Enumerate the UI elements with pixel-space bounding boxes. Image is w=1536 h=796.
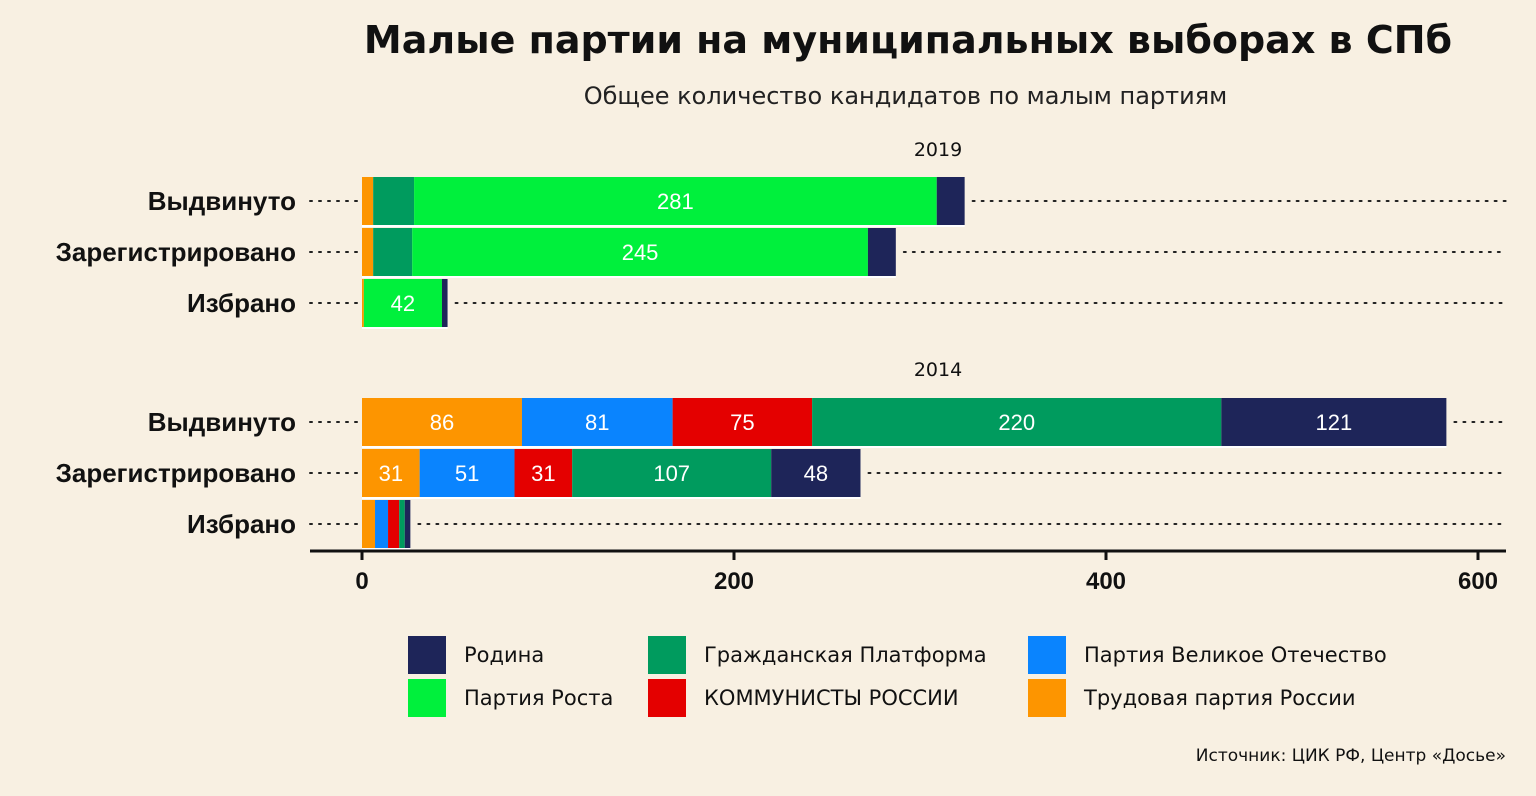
x-tick-label: 0 xyxy=(355,568,368,595)
bar-segment xyxy=(514,449,573,497)
x-tick-label: 400 xyxy=(1086,568,1126,595)
legend-swatch xyxy=(408,679,446,717)
legend-item: Партия Роста xyxy=(408,679,648,717)
bar-segment xyxy=(771,449,861,497)
bar-segment xyxy=(388,500,400,548)
legend-swatch xyxy=(1028,679,1066,717)
legend-item: Трудовая партия России xyxy=(1028,679,1458,717)
legend-label: Родина xyxy=(464,643,545,667)
bar-value-label: 220 xyxy=(998,410,1035,435)
category-label: Избрано xyxy=(187,509,296,539)
bar-value-label: 107 xyxy=(653,461,690,486)
bar-value-label: 281 xyxy=(657,189,694,214)
legend-swatch xyxy=(648,636,686,674)
x-tick-label: 600 xyxy=(1458,568,1498,595)
bar-segment xyxy=(672,398,813,446)
bar-value-label: 81 xyxy=(585,410,609,435)
bar-segment xyxy=(414,177,937,225)
bar-segment xyxy=(404,500,411,548)
chart-legend: Родина Гражданская Платформа Партия Велико… xyxy=(408,636,1458,717)
bar-segment xyxy=(363,279,442,327)
legend-swatch xyxy=(1028,636,1066,674)
bar-value-label: 31 xyxy=(379,461,403,486)
chart-subtitle: Общее количество кандидатов по малым пар… xyxy=(583,82,1228,110)
bar-value-label: 86 xyxy=(430,410,454,435)
bar-value-label: 31 xyxy=(531,461,555,486)
bar-segment xyxy=(362,228,374,276)
bar-value-label: 245 xyxy=(622,240,659,265)
legend-label: Гражданская Платформа xyxy=(704,643,987,667)
panel-label-2019: 2019 xyxy=(914,139,962,161)
bar-segment xyxy=(936,177,965,225)
bar-segment xyxy=(521,398,673,446)
category-label: Выдвинуто xyxy=(148,407,296,437)
bar-value-label: 48 xyxy=(804,461,828,486)
bar-segment xyxy=(362,449,420,497)
bar-segment xyxy=(399,500,405,548)
bar-segment xyxy=(441,279,448,327)
panel-label-2014: 2014 xyxy=(914,359,962,381)
bar-segment xyxy=(867,228,896,276)
bar-segment xyxy=(362,398,522,446)
legend-swatch xyxy=(648,679,686,717)
bar-value-label: 42 xyxy=(391,291,415,316)
stacked-bar-chart: 2019 Выдвинуто 281 Зарегистрировано 245 Избра… xyxy=(56,139,1507,595)
category-label: Выдвинуто xyxy=(148,186,296,216)
bar-value-label: 75 xyxy=(730,410,754,435)
legend-item: КОММУНИСТЫ РОССИИ xyxy=(648,679,1028,717)
category-label: Избрано xyxy=(187,288,296,318)
legend-label: Партия Великое Отечество xyxy=(1084,643,1387,667)
bar-segment xyxy=(1221,398,1447,446)
bar-value-label: 121 xyxy=(1315,410,1352,435)
category-label: Зарегистрировано xyxy=(56,237,296,267)
x-tick-label: 200 xyxy=(714,568,754,595)
bar-segment xyxy=(373,228,413,276)
bar-segment xyxy=(412,228,868,276)
legend-item: Партия Великое Отечество xyxy=(1028,636,1458,674)
legend-item: Гражданская Платформа xyxy=(648,636,1028,674)
bar-segment xyxy=(362,177,374,225)
bar-value-label: 51 xyxy=(455,461,479,486)
legend-swatch xyxy=(408,636,446,674)
category-label: Зарегистрировано xyxy=(56,458,296,488)
legend-label: КОММУНИСТЫ РОССИИ xyxy=(704,686,959,710)
legend-label: Трудовая партия России xyxy=(1084,686,1356,710)
bar-segment xyxy=(812,398,1222,446)
chart-title: Малые партии на муниципальных выборах в … xyxy=(363,18,1453,62)
bar-segment xyxy=(375,500,389,548)
bar-segment xyxy=(419,449,515,497)
legend-item: Родина xyxy=(408,636,648,674)
bar-segment xyxy=(362,500,376,548)
bar-segment xyxy=(373,177,415,225)
bar-segment xyxy=(362,279,364,327)
legend-label: Партия Роста xyxy=(464,686,614,710)
source-note: Источник: ЦИК РФ, Центр «Досье» xyxy=(1195,746,1506,766)
bar-segment xyxy=(572,449,772,497)
